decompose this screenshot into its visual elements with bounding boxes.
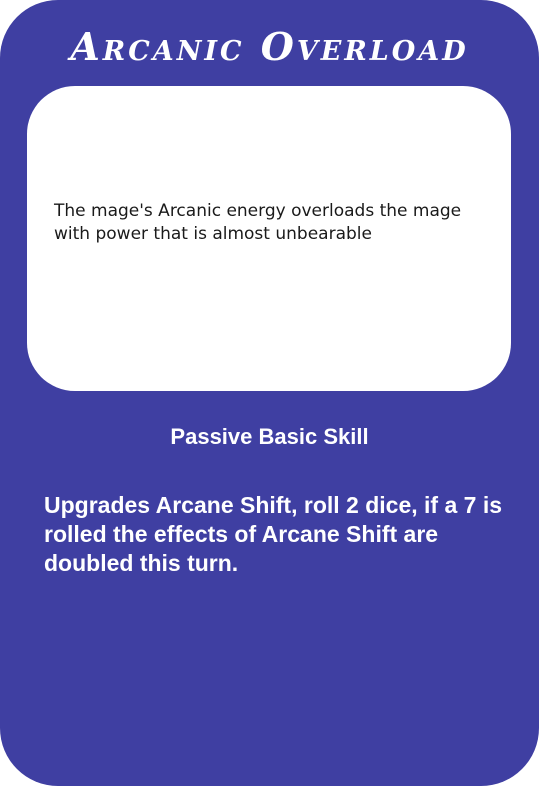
card-title: Arcanic Overload	[70, 24, 469, 69]
skill-type-label: Passive Basic Skill	[170, 424, 369, 449]
flavor-text-box: The mage's Arcanic energy overloads the …	[27, 86, 511, 391]
flavor-text: The mage's Arcanic energy overloads the …	[54, 201, 462, 244]
skill-effect-text: Upgrades Arcane Shift, roll 2 dice, if a…	[44, 492, 503, 576]
